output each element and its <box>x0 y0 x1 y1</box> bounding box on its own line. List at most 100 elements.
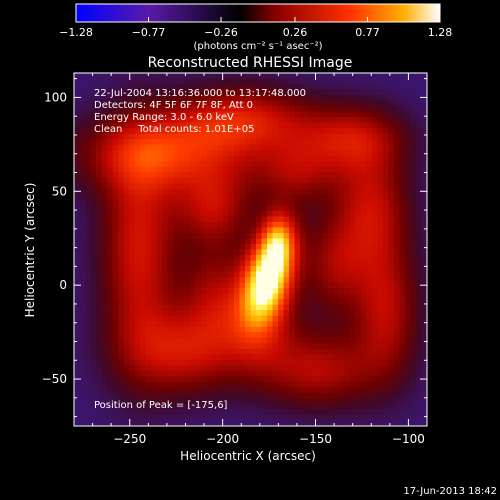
heatmap-cell <box>261 73 268 80</box>
heatmap-cell <box>393 188 401 195</box>
heatmap-cell <box>410 387 417 394</box>
heatmap-cell <box>101 139 108 146</box>
heatmap-cell <box>211 381 219 388</box>
heatmap-cell <box>322 299 329 306</box>
heatmap-cell <box>294 310 301 317</box>
heatmap-cell <box>355 332 362 339</box>
heatmap-cell <box>278 271 285 278</box>
heatmap-cell <box>79 354 86 361</box>
heatmap-cell <box>338 122 345 129</box>
heatmap-cell <box>305 161 312 168</box>
heatmap-cell <box>134 183 141 190</box>
heatmap-cell <box>404 210 412 218</box>
heatmap-cell <box>267 117 274 124</box>
heatmap-cell <box>134 194 141 201</box>
heatmap-cell <box>228 139 235 146</box>
heatmap-cell <box>410 337 417 344</box>
heatmap-cell <box>305 117 312 124</box>
heatmap-cell <box>85 183 92 190</box>
heatmap-cell <box>90 398 97 405</box>
heatmap-cell <box>399 89 406 96</box>
heatmap-cell <box>134 227 141 234</box>
heatmap-cell <box>151 348 158 355</box>
heatmap-cell <box>211 255 219 262</box>
heatmap-cell <box>79 255 86 262</box>
heatmap-cell <box>300 271 307 278</box>
heatmap-cell <box>327 326 334 333</box>
x-axis-label: Heliocentric X (arcsec) <box>180 449 316 463</box>
heatmap-cell <box>366 95 373 102</box>
heatmap-cell <box>79 183 86 190</box>
heatmap-cell <box>129 155 136 162</box>
heatmap-cell <box>316 117 323 124</box>
heatmap-cell <box>173 332 180 339</box>
heatmap-cell <box>222 255 230 262</box>
heatmap-cell <box>355 249 362 256</box>
heatmap-cell <box>107 359 114 366</box>
heatmap-cell <box>189 409 196 416</box>
heatmap-cell <box>206 414 213 422</box>
heatmap-cell <box>344 343 351 350</box>
heatmap-cell <box>371 310 378 317</box>
heatmap-cell <box>140 106 147 113</box>
heatmap-cell <box>371 260 378 267</box>
heatmap-cell <box>123 117 130 124</box>
heatmap-cell <box>410 117 417 124</box>
heatmap-cell <box>129 122 136 129</box>
heatmap-cell <box>184 106 191 113</box>
heatmap-cell <box>140 354 147 361</box>
heatmap-cell <box>294 161 301 168</box>
heatmap-cell <box>382 359 389 366</box>
heatmap-cell <box>410 177 417 184</box>
heatmap-cell <box>189 150 196 157</box>
heatmap-cell <box>322 321 329 328</box>
heatmap-cell <box>184 381 191 388</box>
heatmap-cell <box>228 337 235 344</box>
heatmap-cell <box>333 392 340 400</box>
heatmap-cell <box>382 387 389 394</box>
heatmap-cell <box>118 73 125 80</box>
heatmap-cell <box>272 337 279 344</box>
heatmap-cell <box>118 95 125 102</box>
heatmap-cell <box>151 183 158 190</box>
heatmap-cell <box>261 387 268 394</box>
heatmap-cell <box>178 392 185 400</box>
heatmap-cell <box>112 293 119 300</box>
heatmap-cell <box>415 188 423 195</box>
heatmap-cell <box>366 221 373 229</box>
heatmap-cell <box>327 249 334 256</box>
heatmap-cell <box>217 183 224 190</box>
heatmap-cell <box>140 304 147 311</box>
heatmap-cell <box>79 78 86 85</box>
heatmap-cell <box>294 420 301 426</box>
heatmap-cell <box>123 354 130 361</box>
heatmap-cell <box>294 199 301 206</box>
heatmap-cell <box>388 271 395 278</box>
heatmap-cell <box>195 392 202 400</box>
heatmap-cell <box>294 183 301 190</box>
heatmap-cell <box>123 420 130 426</box>
heatmap-cell <box>382 216 389 223</box>
heatmap-cell <box>79 194 86 201</box>
heatmap-cell <box>294 216 301 223</box>
heatmap-cell <box>96 177 103 184</box>
heatmap-cell <box>85 205 92 212</box>
heatmap-cell <box>322 117 329 124</box>
heatmap-cell <box>300 210 307 218</box>
heatmap-cell <box>90 409 97 416</box>
heatmap-cell <box>410 348 417 355</box>
heatmap-cell <box>156 194 163 201</box>
heatmap-cell <box>244 277 252 284</box>
heatmap-cell <box>118 144 125 151</box>
heatmap-cell <box>349 183 356 190</box>
heatmap-cell <box>129 249 136 256</box>
heatmap-cell <box>327 161 334 168</box>
colorbar-ticks: −1.28 −0.77 −0.26 0.26 0.77 1.28 <box>59 17 452 39</box>
heatmap-cell <box>322 106 329 113</box>
heatmap-cell <box>112 260 119 267</box>
heatmap-cell <box>195 166 202 173</box>
heatmap-cell <box>173 221 180 229</box>
heatmap-cell <box>184 194 191 201</box>
heatmap-cell <box>289 310 296 317</box>
